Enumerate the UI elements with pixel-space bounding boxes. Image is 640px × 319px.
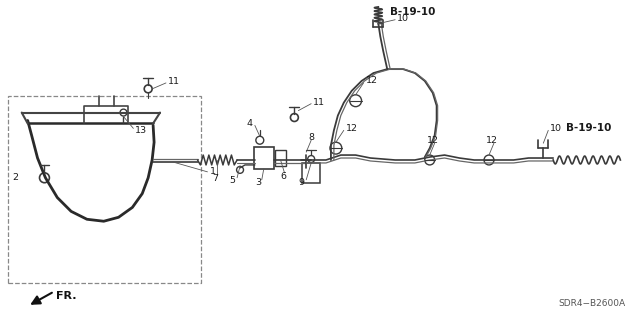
Text: 13: 13 xyxy=(135,126,147,135)
Text: 10: 10 xyxy=(550,124,562,133)
Bar xyxy=(275,150,287,166)
Bar xyxy=(302,163,320,183)
Text: 1: 1 xyxy=(209,167,216,176)
Text: B-19-10: B-19-10 xyxy=(390,7,436,17)
Text: 4: 4 xyxy=(247,119,253,128)
Text: 2: 2 xyxy=(12,173,18,182)
Text: 10: 10 xyxy=(397,14,409,23)
Bar xyxy=(8,96,200,284)
Text: 8: 8 xyxy=(308,133,314,142)
Text: 9: 9 xyxy=(298,178,305,187)
Text: 12: 12 xyxy=(365,77,378,85)
Text: 12: 12 xyxy=(346,124,358,133)
Bar xyxy=(254,147,274,169)
Text: 11: 11 xyxy=(313,98,325,107)
Text: 11: 11 xyxy=(168,78,180,86)
Text: 12: 12 xyxy=(486,136,498,145)
Text: 12: 12 xyxy=(427,136,439,145)
Text: 3: 3 xyxy=(255,178,261,187)
Text: FR.: FR. xyxy=(56,291,77,301)
Text: 7: 7 xyxy=(212,174,218,183)
Text: B-19-10: B-19-10 xyxy=(566,123,611,133)
Text: 5: 5 xyxy=(229,176,235,185)
Text: 6: 6 xyxy=(280,172,287,181)
Text: SDR4−B2600A: SDR4−B2600A xyxy=(558,299,625,308)
